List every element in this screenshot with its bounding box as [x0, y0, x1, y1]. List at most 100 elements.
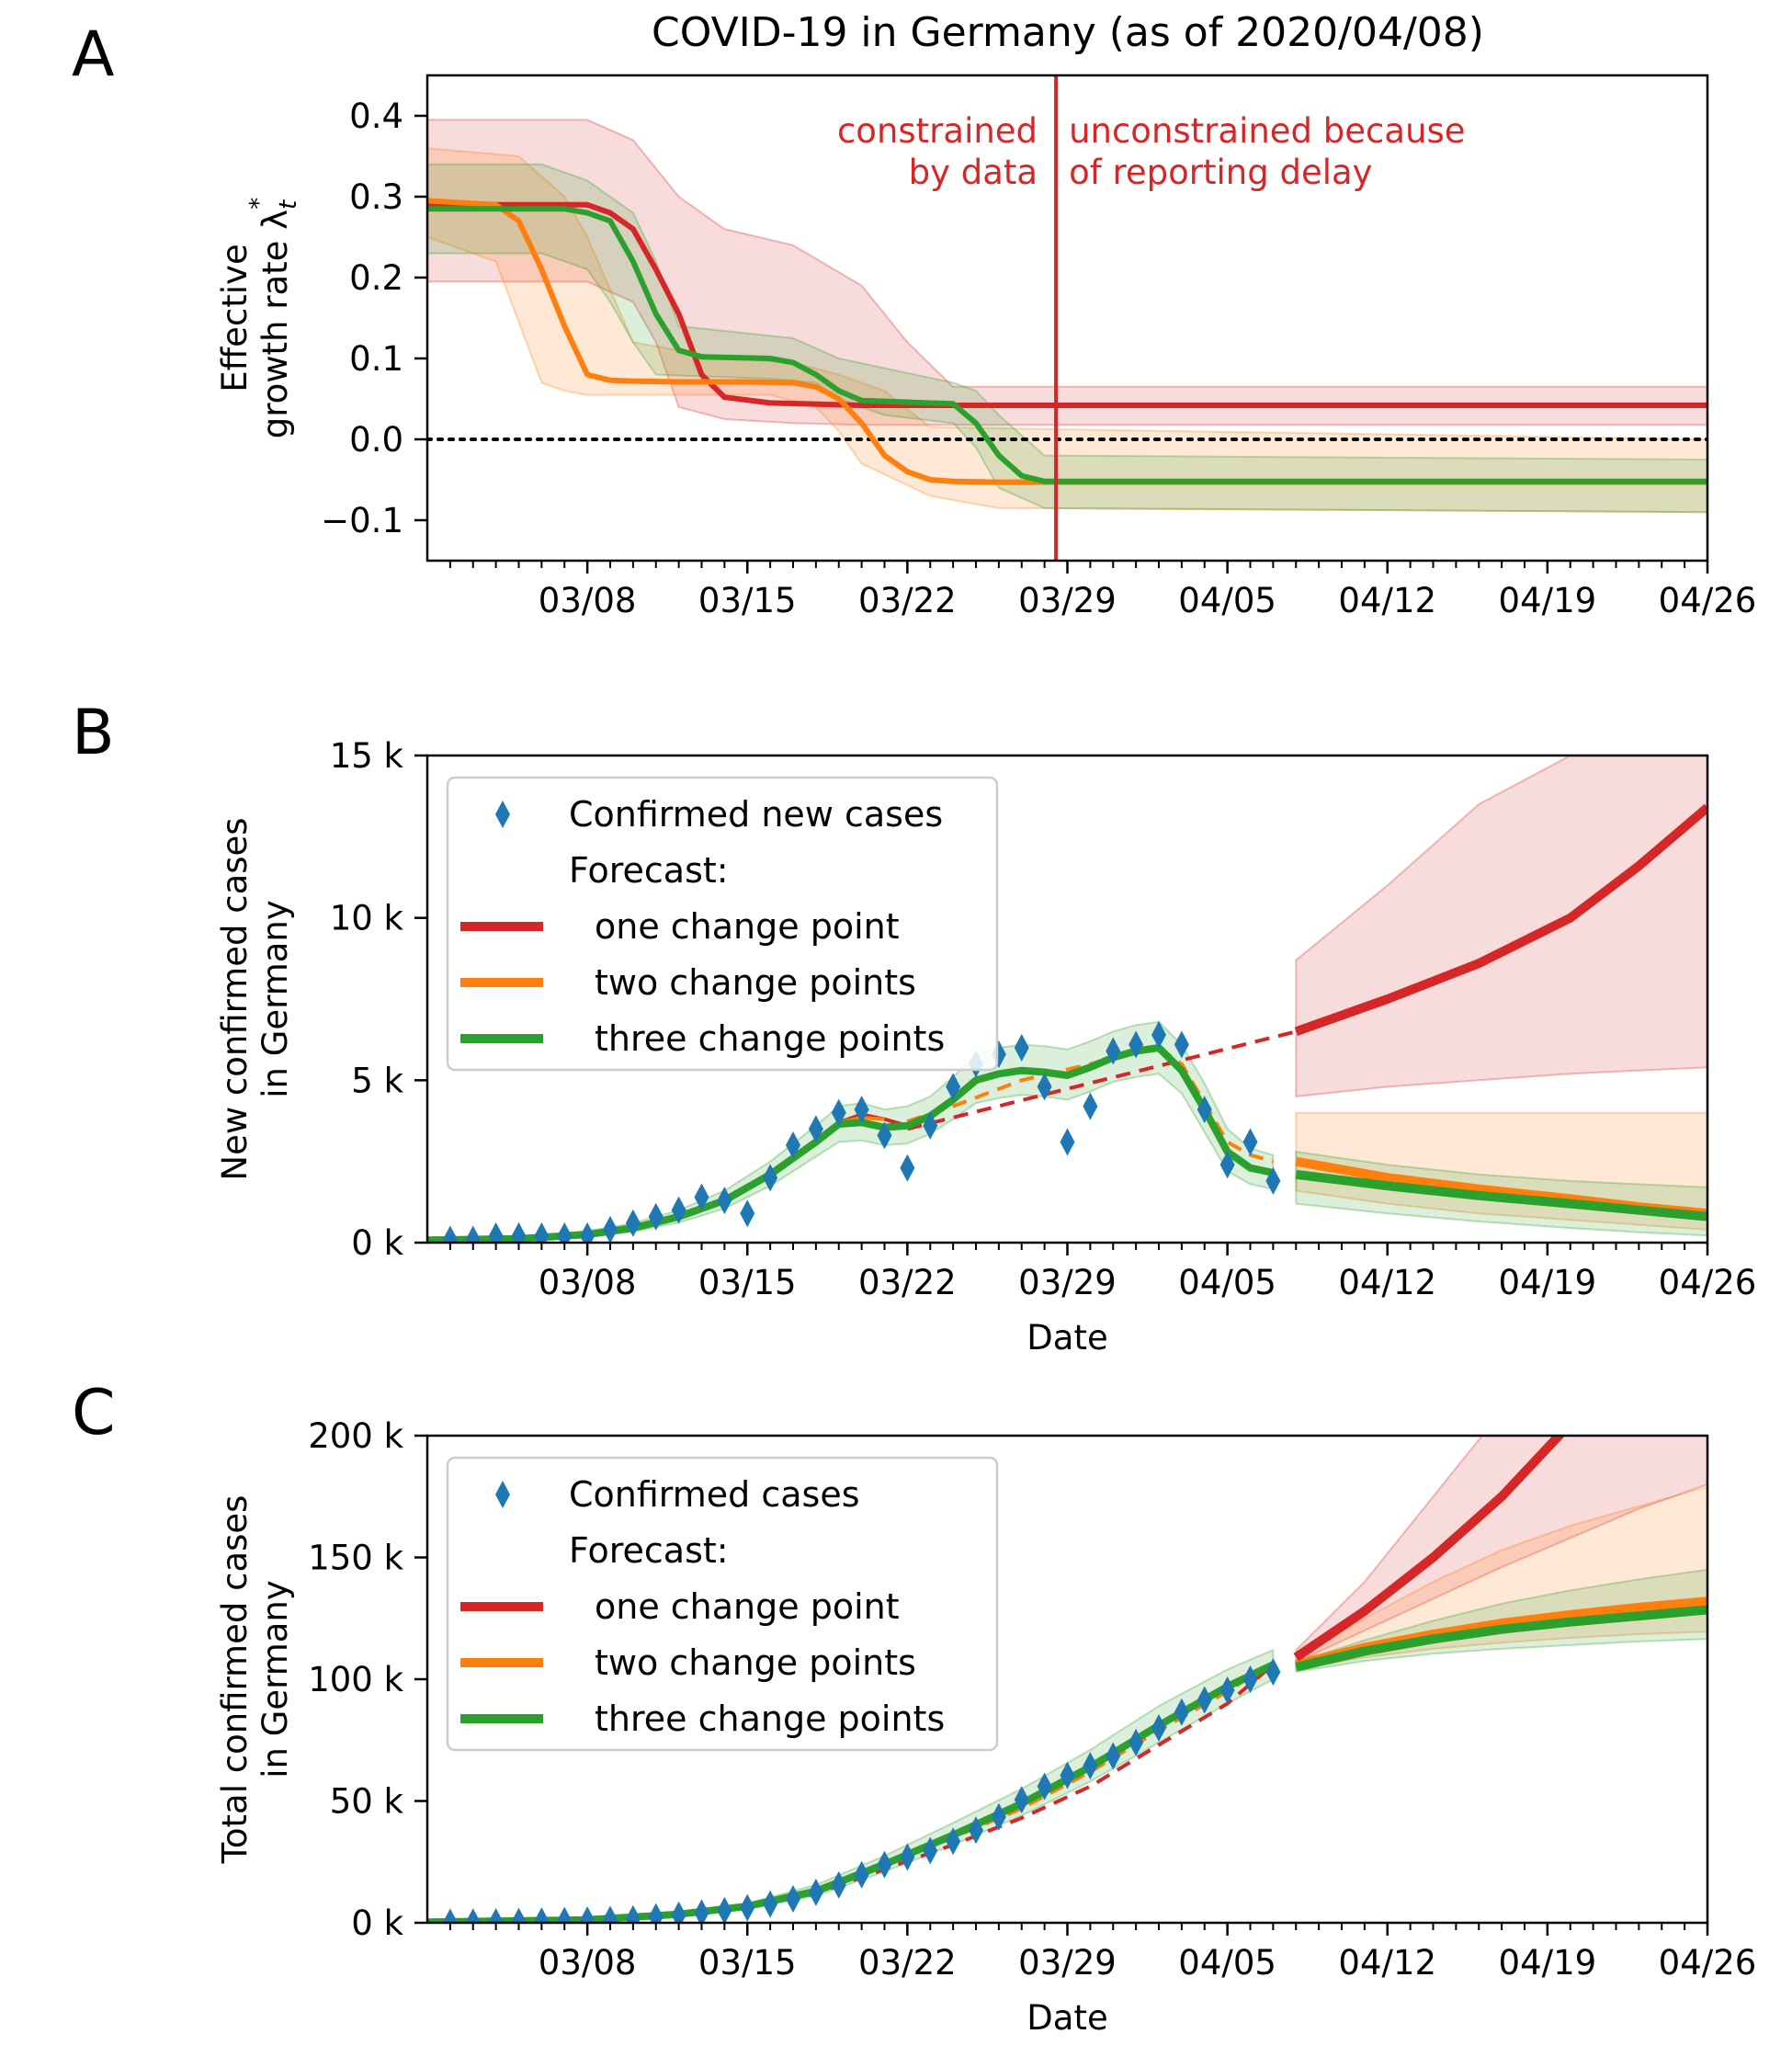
observed-point — [1083, 1092, 1098, 1120]
legend-marker-observed — [495, 1481, 510, 1508]
observed-point — [1129, 1030, 1144, 1059]
observed-point — [488, 1907, 504, 1923]
y-axis-label: New confirmed casesin Germany — [215, 817, 295, 1180]
observed-point — [694, 1899, 709, 1923]
forecast-line-one — [1293, 1436, 1566, 1662]
y-axis-label-line1: Effective — [215, 244, 255, 392]
x-tick-label: 04/19 — [1499, 581, 1597, 620]
observed-point — [877, 1121, 892, 1150]
x-axis-label: Date — [1026, 1318, 1107, 1358]
y-tick-label: 150 k — [308, 1539, 403, 1578]
observed-point — [1197, 1096, 1212, 1124]
legend-box — [446, 776, 999, 1072]
annotation-right-0: unconstrained because — [1069, 111, 1466, 151]
plot-b: 03/08 03/15 03/22 03/29 04/05 04/12 04/19 04/26… — [215, 736, 1756, 1358]
x-tick-label: 03/15 — [698, 1943, 797, 1983]
observed-point — [831, 1098, 846, 1127]
observed-point — [1174, 1030, 1189, 1059]
observed-point — [900, 1843, 915, 1871]
observed-point — [763, 1890, 778, 1918]
x-tick-label: 04/12 — [1338, 581, 1436, 620]
y-axis-label-line2: in Germany — [255, 900, 295, 1098]
observed-point — [694, 1183, 709, 1211]
observed-point — [534, 1221, 550, 1243]
observed-point — [786, 1885, 800, 1914]
y-tick-label: 100 k — [308, 1660, 403, 1699]
annotation-left-0: constrained — [837, 111, 1038, 151]
fit-dashed-two — [883, 1046, 1274, 1164]
x-tick-label: 03/08 — [539, 581, 637, 620]
observed-point — [877, 1850, 892, 1879]
y-tick-label: 200 k — [308, 1416, 403, 1456]
observed-point — [511, 1907, 527, 1923]
observed-point — [625, 1209, 641, 1237]
observed-point — [1197, 1686, 1212, 1714]
y-tick-label: 0 k — [351, 1903, 403, 1943]
fit-line-three — [427, 1661, 1276, 1923]
observed-point — [854, 1860, 869, 1889]
x-tick-label: 03/29 — [1018, 1263, 1117, 1302]
observed-point — [786, 1131, 800, 1159]
panel-letter-b: B — [72, 697, 115, 769]
x-tick-label: 04/12 — [1338, 1263, 1436, 1302]
observed-point — [717, 1187, 732, 1215]
observed-point — [671, 1901, 686, 1923]
series-line-a-one — [427, 201, 1707, 408]
observed-point — [1219, 1676, 1235, 1704]
x-tick-label: 03/29 — [1018, 1943, 1117, 1983]
legend-item-3: two change points — [595, 962, 916, 1003]
observed-point — [923, 1836, 938, 1865]
x-tick-label: 03/22 — [858, 1943, 957, 1983]
x-axis-label: Date — [1026, 1998, 1107, 2038]
y-axis-label-line1: New confirmed cases — [215, 817, 255, 1180]
x-tick-label: 04/05 — [1178, 581, 1276, 620]
y-tick-label: 0.4 — [349, 97, 403, 136]
y-axis-label-subscript: t — [275, 199, 302, 210]
x-tick-label: 04/12 — [1338, 1943, 1436, 1983]
y-axis-label: Effectivegrowth rate λt* — [215, 198, 302, 439]
series-line-a-three — [427, 206, 1707, 484]
x-tick-label: 04/05 — [1178, 1263, 1276, 1302]
observed-point — [717, 1896, 732, 1923]
observed-point — [442, 1225, 458, 1243]
observed-point — [1151, 1020, 1166, 1049]
y-axis-label-superscript: * — [245, 198, 273, 210]
legend-item-2: one change point — [595, 1586, 900, 1627]
chart-title: COVID-19 in Germany (as of 2020/04/08) — [652, 9, 1484, 56]
band-a-0 — [427, 119, 1707, 426]
legend-item-3: two change points — [595, 1642, 916, 1683]
observed-point — [808, 1878, 823, 1906]
forecast-line-three — [1295, 1605, 1707, 1672]
observed-point — [946, 1073, 961, 1101]
x-tick-label: 04/19 — [1499, 1943, 1597, 1983]
observed-point — [900, 1153, 915, 1182]
observed-point — [969, 1816, 983, 1845]
observed-point — [465, 1225, 481, 1243]
observed-point — [946, 1827, 961, 1856]
observed-point — [465, 1908, 481, 1923]
y-axis-label-line1: Total confirmed cases — [215, 1495, 255, 1865]
observed-point — [1014, 1034, 1029, 1062]
observed-point — [1060, 1761, 1075, 1790]
observed-point — [488, 1221, 504, 1243]
y-axis-label-line2: in Germany — [255, 1580, 295, 1778]
x-tick-label: 04/26 — [1659, 1943, 1757, 1983]
observed-point — [763, 1164, 778, 1192]
panel-b: B 03/08 03/15 03/22 03/29 04/05 04/12 04/19 04/… — [72, 697, 1756, 1358]
observed-point — [854, 1096, 869, 1124]
x-tick-label: 03/29 — [1018, 581, 1117, 620]
observed-point — [1037, 1772, 1052, 1801]
y-tick-label: 0.1 — [349, 339, 403, 379]
x-tick-label: 03/08 — [539, 1263, 637, 1302]
observed-point — [625, 1904, 641, 1923]
legend-item-0: Confirmed cases — [569, 1474, 860, 1515]
observed-point — [740, 1893, 755, 1922]
y-tick-label: 0 k — [351, 1223, 403, 1263]
plot-area-a — [427, 75, 1707, 561]
x-tick-label: 04/19 — [1499, 1263, 1597, 1302]
legend-item-0: Confirmed new cases — [569, 794, 943, 835]
observed-point — [1265, 1166, 1281, 1195]
series-line-a-two — [427, 198, 1707, 485]
legend-item-1: Forecast: — [569, 1530, 729, 1571]
